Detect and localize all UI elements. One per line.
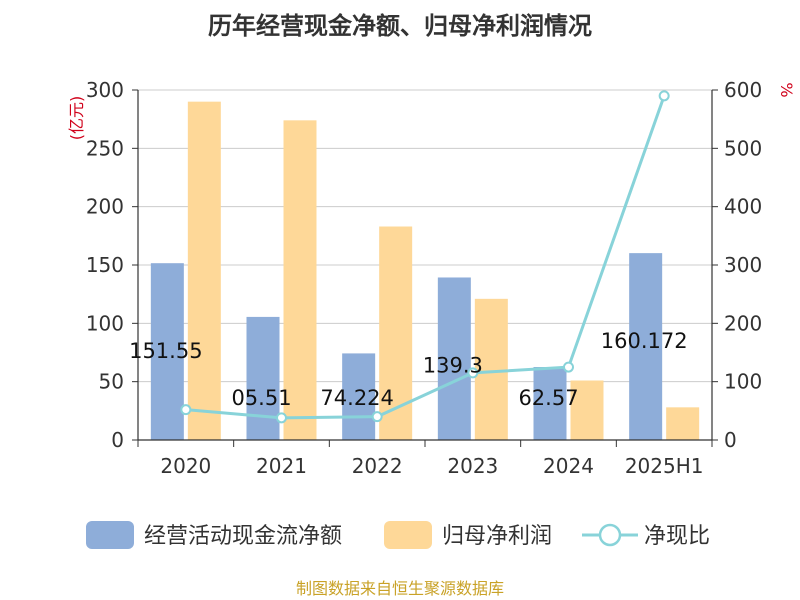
- data-label: 151.55: [129, 339, 202, 363]
- bar-cash-flow: [629, 253, 663, 440]
- legend-swatch-ratio-marker: [598, 523, 622, 547]
- data-label: 139.3: [423, 353, 483, 377]
- x-axis-tick-label: 2021: [256, 454, 307, 478]
- legend-label-cash-flow: 经营活动现金流净额: [144, 524, 342, 549]
- bar-cash-flow: [150, 263, 184, 440]
- source-note: 制图数据来自恒生聚源数据库: [296, 579, 504, 598]
- data-label: 74.224: [320, 386, 393, 410]
- right-axis-tick-label: 200: [724, 311, 762, 335]
- right-axis-tick-label: 100: [724, 370, 762, 394]
- ratio-point: [467, 367, 479, 379]
- bar-cash-flow: [437, 277, 471, 440]
- ratio-point: [371, 411, 383, 423]
- left-axis-tick-label: 250: [86, 136, 124, 160]
- data-label: 62.57: [518, 386, 578, 410]
- left-axis-unit: (亿元): [67, 96, 86, 141]
- bar-net-profit: [666, 407, 700, 440]
- right-axis-unit: %: [777, 82, 796, 97]
- left-axis-tick-label: 300: [86, 78, 124, 102]
- x-axis-tick-label: 2025H1: [625, 454, 704, 478]
- ratio-line: [185, 95, 666, 420]
- ratio-point: [276, 412, 287, 424]
- bar-cash-flow: [246, 316, 280, 440]
- ratio-point: [563, 361, 574, 373]
- legend-label-ratio: 净现比: [644, 524, 710, 549]
- grid-layer: [138, 89, 712, 383]
- data-label: 05.51: [231, 386, 291, 410]
- left-axis-tick-label: 0: [111, 428, 124, 452]
- ratio-point: [180, 404, 192, 416]
- ratio-point: [658, 90, 670, 102]
- right-axis-tick-label: 600: [724, 78, 762, 102]
- x-axis-tick-label: 2022: [352, 454, 403, 478]
- legend-swatch-cash-flow: [86, 521, 134, 549]
- axis-layer: 0 50 100 150 200 250 300 0 100 200 300 400 500 600 202…: [86, 78, 762, 478]
- right-axis-tick-label: 400: [724, 195, 762, 219]
- x-axis-tick-label: 2023: [447, 454, 498, 478]
- legend-label-net-profit: 归母净利润: [442, 524, 552, 549]
- right-axis-tick-label: 0: [724, 428, 737, 452]
- left-axis-tick-label: 50: [99, 370, 124, 394]
- data-label: 160.172: [601, 329, 688, 353]
- legend: 经营活动现金流净额 归母净利润 净现比: [86, 521, 710, 549]
- bar-net-profit: [474, 298, 508, 440]
- x-axis-tick-label: 2024: [543, 454, 594, 478]
- right-axis-tick-label: 300: [724, 253, 762, 277]
- x-axis-tick-label: 2020: [160, 454, 211, 478]
- left-axis-tick-label: 100: [86, 311, 124, 335]
- bar-cash-flow: [342, 353, 376, 440]
- right-axis-tick-label: 500: [724, 136, 762, 160]
- bar-net-profit: [283, 120, 317, 440]
- left-axis-tick-label: 200: [86, 195, 124, 219]
- line-layer: [180, 90, 670, 424]
- bar-cash-flow: [533, 367, 567, 440]
- label-layer: 151.55 05.51 74.224 139.3 62.57 160.172: [129, 329, 687, 410]
- bar-net-profit: [187, 101, 221, 441]
- bar-net-profit: [570, 380, 604, 440]
- bar-layer: [150, 101, 700, 441]
- left-axis-tick-label: 150: [86, 253, 124, 277]
- chart-title: 历年经营现金净额、归母净利润情况: [208, 12, 592, 40]
- legend-swatch-net-profit: [384, 521, 432, 549]
